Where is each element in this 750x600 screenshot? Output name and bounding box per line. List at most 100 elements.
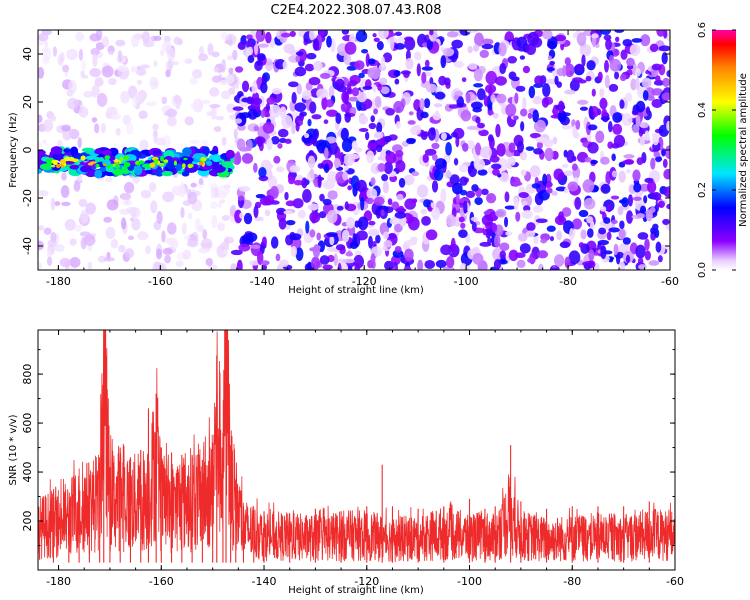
heatmap-cell <box>212 164 226 173</box>
heatmap-cell <box>580 229 587 240</box>
heatmap-cell <box>254 136 266 145</box>
heatmap-cell <box>118 244 126 253</box>
heatmap-cell <box>407 120 416 125</box>
heatmap-cell <box>514 92 519 104</box>
heatmap-cell <box>266 137 273 151</box>
heatmap-cell <box>425 229 438 241</box>
heatmap-cell <box>209 150 219 155</box>
heatmap-cell <box>608 83 619 92</box>
snr-y-tick-label: 600 <box>21 413 34 434</box>
heatmap-cell <box>198 161 204 166</box>
heatmap-cell <box>253 162 258 173</box>
heatmap-cell <box>235 151 241 165</box>
heatmap-cell <box>661 92 670 101</box>
heatmap-cell <box>442 47 455 57</box>
heatmap-cell <box>246 139 253 152</box>
heatmap-cell <box>355 30 368 43</box>
heatmap-cell <box>243 212 253 225</box>
heatmap-cell <box>290 245 298 257</box>
heatmap-cell <box>313 128 320 140</box>
heatmap-cell <box>629 43 641 57</box>
heatmap-cell <box>561 124 573 130</box>
heatmap-cell <box>171 185 182 196</box>
heatmap-cell <box>639 122 649 129</box>
heatmap-cell <box>651 192 662 201</box>
heatmap-cell <box>241 153 254 164</box>
heatmap-cell <box>201 99 211 105</box>
heatmap-cell <box>555 186 567 192</box>
heatmap-cell <box>225 184 231 195</box>
heatmap-cell <box>603 34 612 41</box>
heatmap-cell <box>612 112 623 123</box>
heatmap-cell <box>335 112 342 125</box>
heatmap-cell <box>307 155 316 169</box>
heatmap-cell <box>67 97 79 110</box>
heatmap-cell <box>487 110 494 116</box>
heatmap-cell <box>619 73 627 82</box>
heatmap-cell <box>536 141 543 150</box>
heatmap-cell <box>317 174 322 189</box>
heatmap-cell <box>275 253 281 262</box>
heatmap-cell <box>153 158 159 165</box>
heatmap-cell <box>161 170 173 177</box>
heatmap-cell <box>69 256 81 268</box>
heatmap-cell <box>127 235 135 241</box>
heatmap-cell <box>107 165 111 169</box>
heatmap-cell <box>542 173 548 186</box>
heatmap-cell <box>467 165 473 174</box>
heatmap-cell <box>134 165 143 176</box>
heatmap-cell <box>474 197 483 206</box>
snr-y-tick-label: 200 <box>21 511 34 532</box>
heatmap-cell <box>408 111 414 116</box>
heatmap-cell <box>38 114 43 123</box>
heatmap-cell <box>663 168 670 180</box>
heatmap-cell <box>250 244 261 249</box>
heatmap-cell <box>574 196 582 210</box>
heatmap-cell <box>651 98 663 108</box>
heatmap-cell <box>343 153 355 166</box>
heatmap-cell <box>50 197 56 211</box>
heatmap-cell <box>641 77 652 89</box>
heatmap-cell <box>148 182 157 192</box>
heatmap-cell <box>182 147 193 156</box>
heatmap-x-tick-label: -140 <box>250 275 275 288</box>
heatmap-cell <box>459 164 469 173</box>
heatmap-cell <box>385 151 397 164</box>
heatmap-cell <box>377 156 384 161</box>
heatmap-cell <box>333 157 341 169</box>
heatmap-cell <box>79 231 91 237</box>
heatmap-cell <box>451 131 458 138</box>
heatmap-cell <box>227 55 234 61</box>
heatmap-cell <box>499 250 506 260</box>
heatmap-cell <box>479 49 489 59</box>
heatmap-cell <box>453 158 459 166</box>
heatmap-cell <box>343 165 349 171</box>
heatmap-cell <box>473 68 483 82</box>
heatmap-cell <box>304 63 315 72</box>
heatmap-cell <box>577 79 587 84</box>
heatmap-cell <box>630 78 637 91</box>
heatmap-cell <box>326 209 338 224</box>
heatmap-cell <box>494 76 507 86</box>
heatmap-cell <box>513 115 519 121</box>
heatmap-cell <box>658 45 670 52</box>
heatmap-cell <box>238 185 251 192</box>
heatmap-cell <box>173 160 177 166</box>
heatmap-cell <box>94 77 104 87</box>
heatmap-cell <box>373 196 385 206</box>
heatmap-cell <box>499 63 507 75</box>
heatmap-cell <box>448 104 460 109</box>
heatmap-cell <box>295 55 301 63</box>
heatmap-cell <box>666 120 670 132</box>
heatmap-cell <box>233 128 238 140</box>
heatmap-cell <box>97 255 107 263</box>
heatmap-cell <box>38 262 43 270</box>
heatmap-cell <box>481 214 494 226</box>
heatmap-cell <box>495 123 501 138</box>
heatmap-cell <box>563 170 573 177</box>
heatmap-cell <box>169 239 179 250</box>
heatmap-cell <box>370 177 376 186</box>
heatmap-cell <box>527 112 533 119</box>
heatmap-cell <box>480 188 489 196</box>
heatmap-cell <box>431 206 441 221</box>
